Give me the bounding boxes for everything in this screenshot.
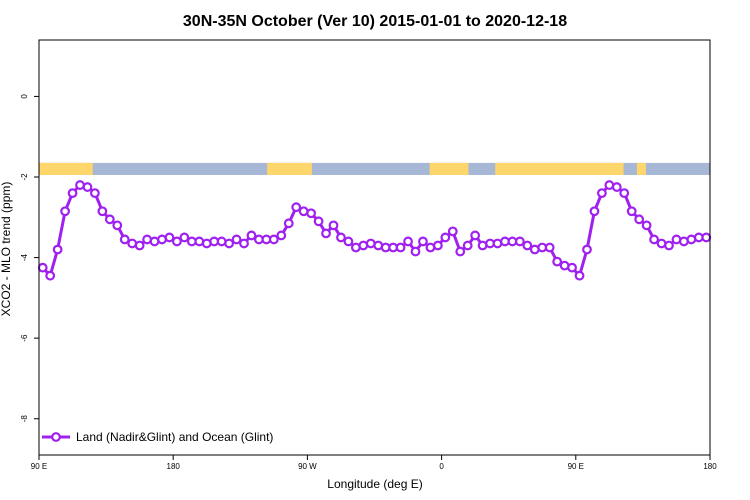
data-point	[112, 220, 123, 231]
land-segment	[495, 162, 624, 175]
data-point	[276, 230, 287, 241]
y-ticks: 0 -2 -4 -6 -8	[20, 94, 39, 423]
land-segment	[636, 162, 646, 175]
x-axis-label: Longitude (deg E)	[327, 477, 422, 491]
data-point	[82, 182, 93, 192]
data-point	[626, 206, 637, 217]
data-point	[649, 234, 659, 245]
data-point	[514, 236, 525, 247]
data-point	[313, 216, 324, 227]
data-point	[291, 202, 302, 213]
data-point	[611, 182, 622, 192]
data-point	[45, 270, 56, 281]
y-tick-label: -8	[20, 415, 29, 423]
data-point	[410, 246, 421, 257]
data-point	[596, 188, 607, 199]
y-tick-label: -6	[20, 334, 29, 342]
data-point	[343, 236, 354, 247]
x-ticks: 90 E 180 90 W 0 90 E 180	[31, 455, 717, 471]
data-point	[37, 262, 48, 273]
data-point	[283, 218, 294, 229]
data-point	[395, 242, 406, 253]
data-point	[328, 220, 339, 231]
data-point	[432, 240, 443, 251]
land-segment	[429, 162, 469, 175]
data-point	[470, 230, 481, 241]
data-point	[403, 236, 413, 247]
data-point	[552, 256, 563, 267]
data-point	[567, 262, 577, 273]
data-point	[336, 232, 346, 243]
data-point	[522, 240, 533, 251]
x-tick-label: 180	[703, 462, 717, 471]
legend-entry-label: Land (Nadir&Glint) and Ocean (Glint)	[76, 430, 273, 444]
y-tick-label: 0	[20, 94, 29, 99]
data-point	[97, 206, 108, 217]
land-segment	[267, 162, 312, 175]
surface-type-band	[39, 162, 710, 175]
y-tick-label: -2	[20, 173, 29, 181]
x-tick-label: 0	[439, 462, 444, 471]
data-point	[589, 206, 600, 217]
data-point	[306, 208, 317, 219]
series-line	[41, 183, 707, 278]
data-point	[239, 238, 249, 249]
data-point	[455, 246, 466, 257]
data-point	[619, 188, 630, 199]
data-point	[60, 206, 70, 217]
x-tick-label: 180	[167, 462, 181, 471]
data-point	[164, 232, 175, 243]
data-point	[119, 234, 130, 245]
data-point	[574, 270, 585, 281]
legend-marker-swatch	[51, 432, 61, 442]
data-point	[582, 244, 592, 255]
x-tick-label: 90 E	[568, 462, 584, 471]
data-point	[246, 230, 257, 241]
y-axis-label: XCO2 - MLO trend (ppm)	[0, 182, 13, 317]
data-point	[321, 228, 331, 239]
data-point	[701, 232, 712, 243]
data-point	[67, 188, 78, 199]
data-point	[172, 236, 182, 247]
data-point	[544, 242, 555, 253]
data-point	[224, 238, 235, 249]
data-point	[447, 226, 458, 237]
x-tick-label: 90 W	[298, 462, 317, 471]
chart-title: 30N-35N October (Ver 10) 2015-01-01 to 2…	[183, 13, 567, 30]
land-segment	[39, 162, 93, 175]
data-point	[440, 232, 451, 243]
data-point	[268, 234, 279, 245]
data-point	[134, 240, 145, 251]
legend: Land (Nadir&Glint) and Ocean (Glint)	[42, 430, 273, 444]
data-point	[52, 244, 63, 255]
data-point	[231, 234, 242, 245]
x-tick-label: 90 E	[31, 462, 47, 471]
data-point	[641, 220, 652, 231]
data-point	[104, 214, 115, 225]
data-point	[664, 240, 674, 251]
data-point	[462, 240, 473, 251]
plot-frame	[38, 39, 711, 456]
series-layer	[37, 180, 712, 281]
data-point	[179, 232, 190, 243]
data-point	[634, 214, 645, 225]
data-point	[90, 188, 100, 199]
data-point	[418, 236, 428, 247]
y-tick-label: -4	[20, 253, 29, 261]
